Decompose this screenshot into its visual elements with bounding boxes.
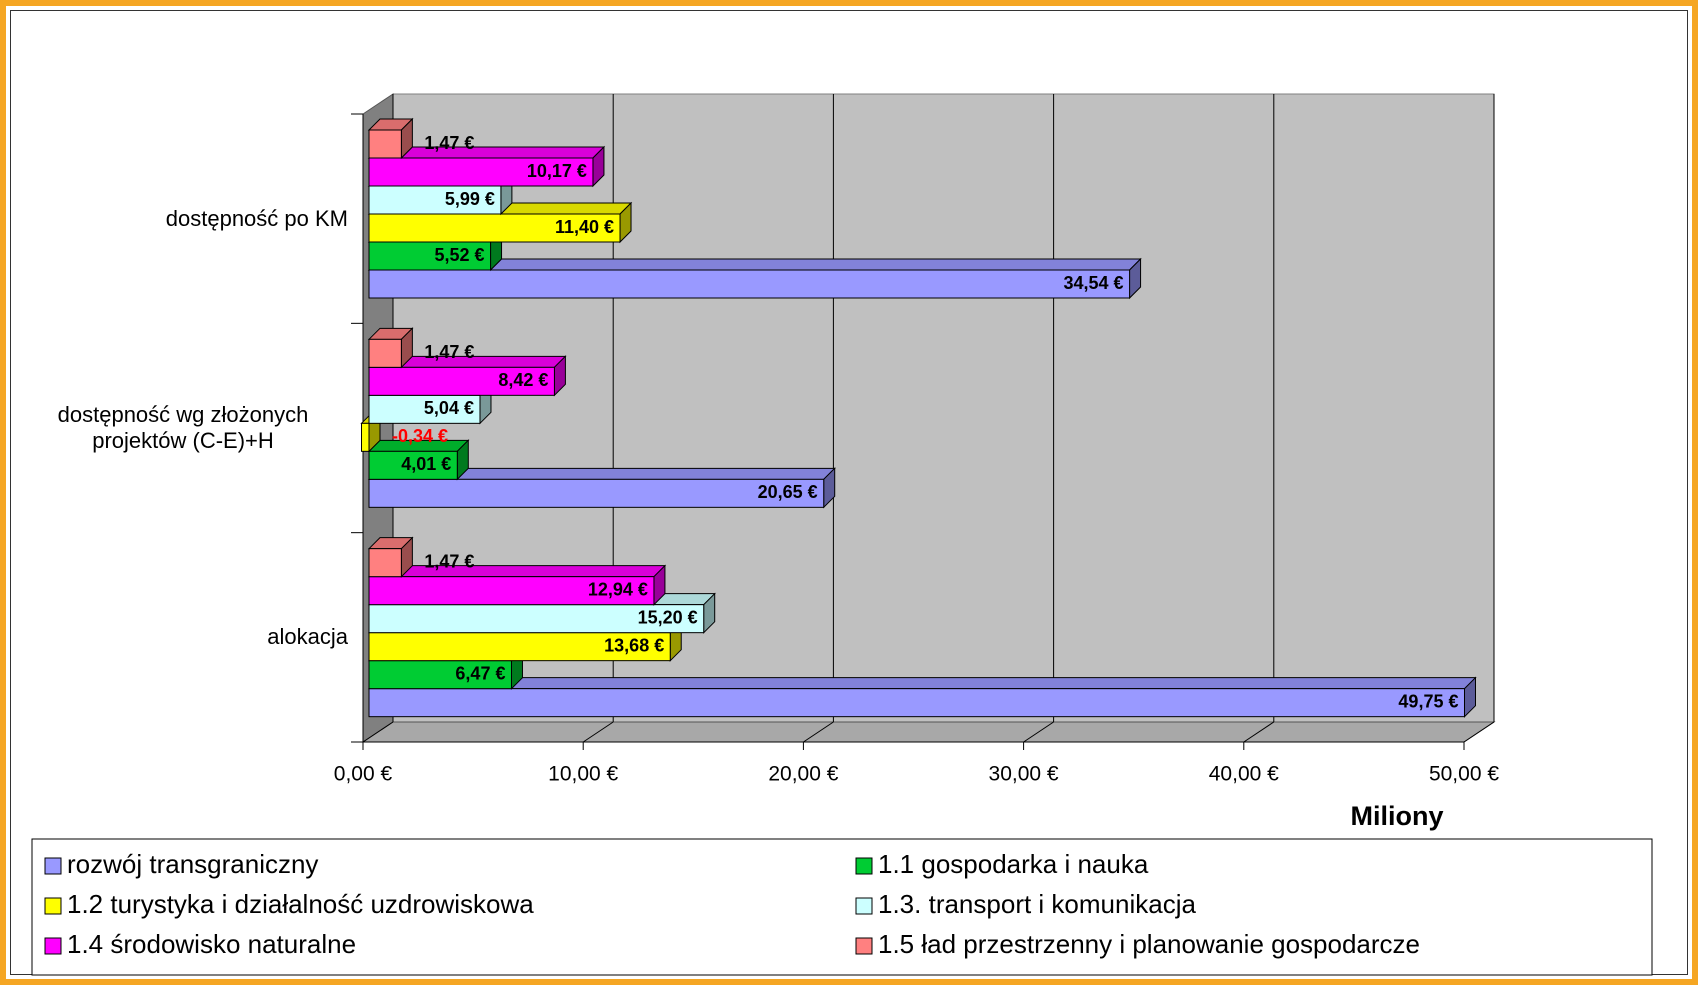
legend-swatch [855, 897, 873, 915]
grid-line-floor [803, 721, 834, 743]
bar [368, 157, 594, 187]
legend-swatch [44, 857, 62, 875]
grid-line-floor [582, 721, 614, 743]
bar [368, 185, 502, 215]
x-tick-label: 30,00 € [989, 763, 1059, 786]
bar [368, 632, 671, 662]
category-text: dostępność po KM [165, 205, 348, 231]
legend-label: 1.3. transport i komunikacja [878, 889, 1196, 919]
grid-line-floor [1023, 721, 1054, 743]
bar-top-shade [369, 147, 604, 158]
value-label: 20,65 € [758, 482, 818, 502]
x-tick-label: 0,00 € [334, 763, 393, 786]
category-text: dostępność wg złożonych projektów (C-E)+… [57, 402, 309, 453]
bar-top-shade [369, 356, 566, 368]
legend-swatch [855, 937, 873, 955]
value-label: 5,52 € [435, 245, 485, 265]
legend-swatch [44, 897, 62, 915]
bar-side-shade [620, 203, 632, 242]
value-label: 10,17 € [527, 161, 587, 181]
x-tick-label: 40,00 € [1209, 763, 1279, 786]
bar-top-shade [369, 328, 413, 340]
bar-side-shade [592, 147, 604, 186]
bar [368, 366, 555, 396]
bar-side-shade [653, 565, 665, 605]
value-label: 15,20 € [638, 607, 698, 627]
bar [368, 548, 402, 578]
bar-side-shade [1129, 259, 1141, 298]
bar [368, 478, 825, 508]
value-label: 6,47 € [455, 663, 505, 683]
legend-swatch [855, 857, 873, 875]
category-label: dostępność wg złożonych projektów (C-E)+… [18, 402, 348, 454]
legend-label: 1.5 ład przestrzenny i planowanie gospod… [878, 929, 1420, 959]
value-label: 4,01 € [401, 454, 451, 474]
x-axis-title: Miliony [1351, 801, 1444, 831]
value-label: 1,47 € [424, 551, 474, 571]
legend-swatch [44, 937, 62, 955]
value-label: 34,54 € [1064, 273, 1124, 293]
grid-line-floor [362, 721, 394, 743]
x-tick-label: 20,00 € [768, 763, 838, 786]
value-label: 5,99 € [445, 189, 495, 209]
value-label: 1,47 € [424, 342, 474, 362]
grid-line-floor [1243, 721, 1275, 743]
bar-side-shade [823, 468, 835, 508]
category-text: alokacja [267, 624, 348, 650]
bar-side-shade [1464, 677, 1476, 717]
bar [361, 422, 370, 452]
value-label: 12,94 € [588, 579, 648, 599]
bar-top-shade [369, 440, 469, 452]
bar-side-shade [457, 440, 469, 480]
grid-line-floor [1463, 721, 1495, 743]
floor [361, 721, 1496, 743]
bar-top-shade [369, 537, 413, 549]
bar [368, 576, 655, 606]
bar-side-shade [554, 356, 566, 396]
bar-top-shade [369, 565, 665, 577]
value-label: -0,34 € [392, 426, 448, 446]
value-label: 13,68 € [604, 635, 664, 655]
bar-top-shade [369, 677, 1476, 689]
bar-side-shade [401, 537, 413, 577]
x-tick-label: 10,00 € [548, 763, 618, 786]
bar [368, 338, 402, 368]
category-label: dostępność po KM [18, 206, 348, 232]
legend-label: 1.2 turystyka i działalność uzdrowiskowa [67, 889, 534, 919]
bar [368, 450, 458, 480]
bar-side-shade [703, 593, 715, 633]
x-tick-label: 50,00 € [1429, 763, 1499, 786]
value-label: 49,75 € [1398, 691, 1458, 711]
legend-box [31, 838, 1653, 976]
category-label: alokacja [18, 624, 348, 650]
bar-top-shade [369, 468, 835, 480]
legend-label: rozwój transgraniczny [67, 849, 318, 879]
bar-side-shade [401, 119, 413, 158]
bar [368, 269, 1131, 299]
bar [368, 129, 402, 159]
bar-top-shade [369, 259, 1141, 270]
value-label: 1,47 € [424, 133, 474, 153]
bar-top-shade [369, 119, 413, 130]
legend-label: 1.1 gospodarka i nauka [878, 849, 1149, 879]
bar [368, 604, 705, 634]
legend-label: 1.4 środowisko naturalne [67, 929, 356, 959]
value-label: 11,40 € [555, 217, 614, 237]
bar [368, 688, 1465, 718]
bar [368, 660, 512, 690]
value-label: 8,42 € [498, 370, 548, 390]
bar-side-shade [401, 328, 413, 368]
value-label: 5,04 € [424, 398, 474, 418]
